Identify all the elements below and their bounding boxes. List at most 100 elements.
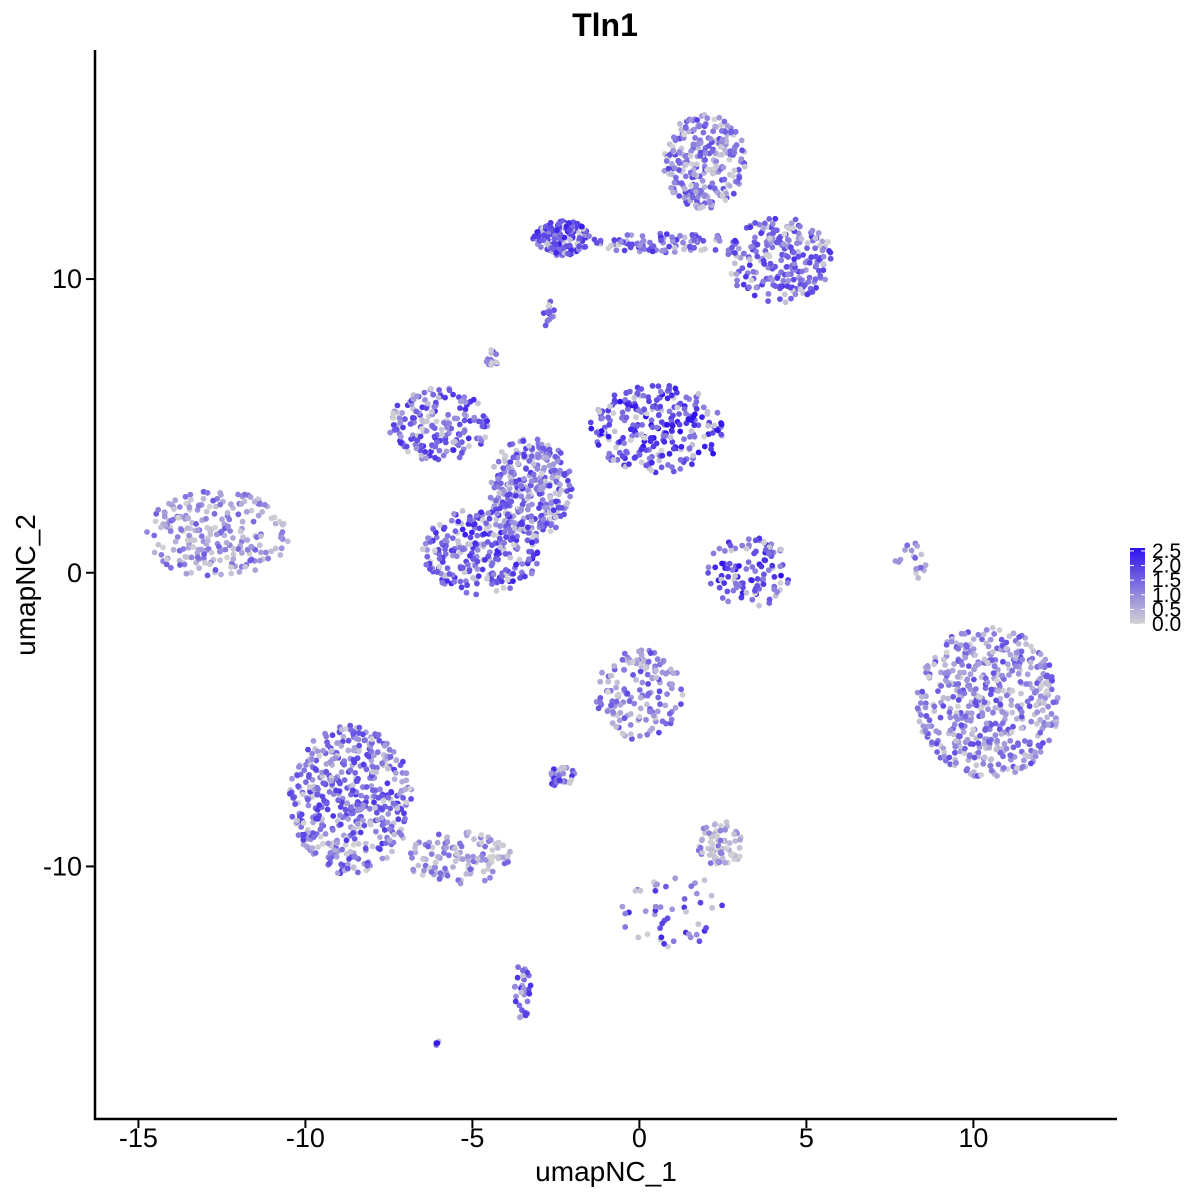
cell-point	[182, 554, 189, 560]
cell-point	[1015, 640, 1022, 647]
cell-point	[230, 556, 237, 562]
cell-point	[737, 836, 743, 843]
cell-point	[754, 241, 761, 248]
cell-point	[738, 137, 745, 144]
cell-point	[444, 872, 451, 879]
cell-point	[566, 227, 573, 234]
cell-point	[482, 557, 488, 563]
cell-point	[551, 236, 558, 243]
cell-point	[605, 433, 612, 440]
cell-point	[560, 770, 567, 777]
cell-point	[328, 747, 335, 754]
cell-point	[644, 701, 650, 708]
cell-point	[895, 559, 902, 565]
cell-point	[432, 443, 439, 450]
cell-point	[766, 235, 773, 242]
cell-point	[640, 656, 647, 663]
cell-point	[819, 247, 826, 254]
cell-point	[433, 418, 440, 425]
cell-point	[725, 598, 731, 605]
cell-point	[674, 404, 681, 411]
cell-point	[993, 746, 1000, 753]
cell-point	[213, 531, 220, 538]
cell-point	[990, 709, 996, 716]
cell-point	[1001, 740, 1008, 747]
cell-point	[194, 527, 201, 534]
cell-point	[520, 437, 527, 444]
cell-point	[676, 193, 683, 199]
cell-point	[628, 426, 634, 433]
cell-point	[435, 831, 442, 838]
cell-point	[462, 399, 469, 406]
cell-point	[979, 712, 986, 719]
cell-point	[946, 709, 953, 716]
cell-point	[475, 418, 482, 425]
cell-point	[827, 255, 834, 262]
cell-point	[1018, 690, 1024, 697]
cell-point	[454, 415, 461, 422]
cell-point	[666, 243, 672, 250]
cell-point	[530, 471, 537, 478]
cell-point	[567, 236, 573, 243]
cell-point	[489, 847, 496, 853]
cell-point	[1048, 674, 1055, 680]
cell-point	[933, 740, 940, 747]
cell-point	[1000, 765, 1007, 771]
cell-point	[493, 497, 499, 504]
cell-point	[952, 749, 958, 756]
cell-point	[723, 845, 730, 852]
cell-point	[719, 855, 726, 862]
cell-point	[548, 245, 555, 251]
cell-point	[702, 150, 709, 156]
cell-point	[369, 769, 376, 775]
cell-point	[461, 569, 468, 576]
cell-point	[326, 860, 333, 867]
cell-point	[690, 141, 697, 148]
cell-point	[940, 703, 947, 709]
cell-point	[525, 530, 532, 536]
cell-point	[815, 230, 822, 236]
cell-point	[1048, 711, 1055, 717]
cell-point	[659, 247, 665, 254]
cell-point	[917, 564, 924, 571]
cell-point	[458, 584, 465, 591]
cell-point	[597, 699, 604, 706]
cell-point	[737, 853, 743, 860]
colorbar-label: 2.5	[1152, 540, 1181, 563]
cell-point	[983, 627, 990, 633]
cell-point	[728, 547, 735, 554]
cell-point	[760, 581, 767, 588]
cell-point	[408, 796, 414, 802]
cell-point	[1028, 664, 1034, 671]
cell-point	[1034, 720, 1040, 727]
cell-point	[190, 544, 196, 550]
cell-point	[1015, 670, 1022, 677]
cell-point	[699, 414, 705, 420]
cell-point	[991, 631, 998, 637]
cell-point	[992, 705, 999, 711]
cell-point	[769, 562, 776, 569]
cell-point	[640, 392, 647, 399]
cell-point	[713, 158, 720, 165]
cell-point	[421, 389, 428, 396]
cell-point	[474, 566, 481, 572]
cell-point	[735, 245, 742, 252]
cell-point	[971, 666, 977, 673]
cell-point	[495, 839, 502, 846]
cell-point	[979, 636, 985, 643]
cell-point	[804, 245, 810, 252]
cell-point	[343, 837, 350, 844]
cell-point	[826, 248, 832, 254]
cell-point	[227, 528, 234, 534]
chart-title: Tln1	[572, 7, 638, 43]
cell-point	[941, 753, 948, 760]
cell-point	[645, 690, 652, 697]
cell-point	[1008, 702, 1015, 708]
cell-point	[955, 645, 962, 652]
cell-point	[791, 260, 798, 267]
cell-point	[619, 453, 626, 460]
cell-point	[718, 849, 724, 856]
cell-point	[511, 525, 518, 532]
cell-point	[176, 557, 183, 564]
cell-point	[355, 730, 362, 736]
